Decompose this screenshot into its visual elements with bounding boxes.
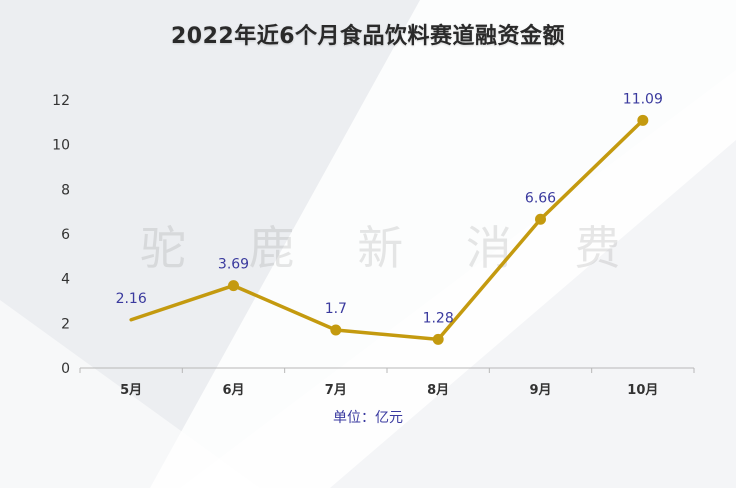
watermark-text: 驼 鹿 新 消 费 <box>140 221 645 275</box>
unit-label: 单位：亿元 <box>333 410 403 426</box>
y-tick-label: 6 <box>61 227 70 243</box>
y-tick-label: 2 <box>61 316 70 332</box>
data-label: 6.66 <box>525 190 556 206</box>
data-label: 2.16 <box>116 291 147 307</box>
data-point-marker <box>432 333 444 345</box>
x-tick-label: 10月 <box>627 383 658 398</box>
y-tick-label: 0 <box>61 361 70 377</box>
y-tick-label: 8 <box>61 182 70 198</box>
x-tick-label: 7月 <box>325 383 347 398</box>
data-point-marker <box>330 324 342 336</box>
data-point-marker <box>637 114 649 126</box>
y-tick-label: 10 <box>52 138 70 154</box>
data-point-marker <box>535 213 546 225</box>
y-tick-label: 4 <box>61 272 70 288</box>
series-line <box>129 118 645 342</box>
chart-title: 2022年近6个月食品饮料赛道融资金额 <box>170 24 566 49</box>
x-tick-label: 9月 <box>529 383 551 398</box>
x-tick-label: 5月 <box>120 383 142 398</box>
data-label: 1.28 <box>423 310 454 326</box>
data-label: 11.09 <box>623 91 663 107</box>
data-label: 3.69 <box>218 257 249 273</box>
x-tick-label: 8月 <box>427 383 449 398</box>
data-label: 1.7 <box>325 301 347 317</box>
data-point-marker <box>228 280 239 292</box>
y-tick-label: 12 <box>52 93 70 109</box>
x-tick-label: 6月 <box>222 383 244 398</box>
